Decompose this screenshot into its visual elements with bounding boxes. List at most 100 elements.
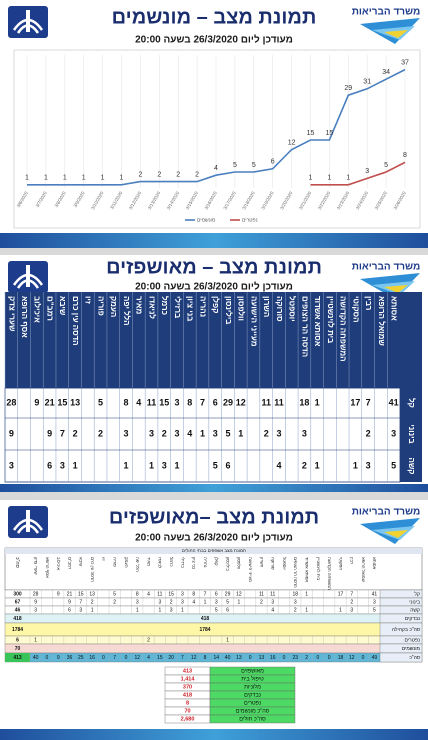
cell-value: 1 [149, 460, 154, 470]
cell-value: 2 [147, 637, 150, 643]
hospital-name: המשפחה הקדושה [327, 557, 332, 590]
cell-value: 3 [136, 599, 139, 605]
emblem-bar [26, 265, 30, 287]
cell-value: 13 [236, 655, 242, 661]
summary-label: סה"כ מונשמים [236, 708, 270, 714]
cell-value: 8 [187, 397, 192, 407]
merged-value: 1784 [199, 627, 210, 633]
data-label: 1 [327, 175, 331, 182]
hospital-name: איכילוב [33, 296, 42, 323]
cell-value: 23 [293, 655, 299, 661]
summary-label: נפטרים [244, 700, 261, 706]
series-line [27, 68, 406, 186]
hospital-name: בית לוינשטיין [326, 296, 335, 343]
hospital-name: כרמל [160, 296, 169, 315]
hospital-name: מעייני הישועה [249, 296, 258, 347]
hospital-name: בני ציון [192, 557, 197, 570]
data-label: 2 [176, 171, 180, 178]
cell-value: 25 [78, 655, 84, 661]
cell-value: 13 [259, 655, 265, 661]
hospital-name: הסקוטי [338, 557, 343, 570]
cell-value: 1 [305, 591, 308, 597]
hospital-name: נהריה [203, 557, 208, 568]
hospital-name: בילינסון [225, 557, 230, 571]
total-cell [5, 653, 30, 662]
cell-value: 7 [366, 397, 371, 407]
summary-value: 1,414 [181, 676, 196, 682]
hospital-name: כרמל [169, 557, 174, 567]
hospital-name: המשפחה הקדושה [339, 296, 348, 362]
hospital-name: רבין [350, 557, 355, 564]
hospital-name: לניאדו [158, 557, 163, 569]
cell-value: 3 [302, 428, 307, 438]
cell-value: 3 [175, 397, 180, 407]
data-label: 1 [25, 175, 29, 182]
data-label: 1 [309, 175, 313, 182]
legend-label: מונשמים [197, 217, 216, 223]
table-row [4, 635, 423, 645]
cell-value: 28 [33, 591, 39, 597]
hospital-name: שערי צדק [7, 296, 16, 332]
cell-value: 9 [34, 397, 39, 407]
cell-value: 7 [113, 655, 116, 661]
cell-value: 3 [60, 460, 65, 470]
cell-value: 1 [204, 599, 207, 605]
cell-value: 1 [200, 428, 205, 438]
data-label: 15 [307, 130, 315, 137]
table-header [5, 292, 422, 388]
cell-value: 0 [46, 655, 49, 661]
cell-value: 4 [136, 397, 141, 407]
hospital-name: הסקוטי [351, 296, 360, 323]
cell-value: 4 [147, 591, 150, 597]
hospital-name: פוריה [96, 296, 105, 316]
row-label: סה"כ בקהילה [392, 626, 420, 633]
cell-value: 6 [225, 460, 230, 470]
cell-value: 1 [305, 607, 308, 613]
summary-value: 8 [186, 700, 189, 706]
cell-value: 3 [271, 599, 274, 605]
data-label: 3 [365, 168, 369, 175]
logo-shape [384, 30, 408, 38]
total-header: סה"כ [14, 557, 20, 568]
hospital-name: העמק [124, 557, 129, 568]
hospital-name: אסותא [372, 557, 377, 570]
cell-value: 15 [159, 397, 169, 407]
data-label: 34 [382, 69, 390, 76]
cell-value: 15 [78, 591, 84, 597]
cell-value: 6 [47, 460, 52, 470]
hospital-name: העמק [109, 296, 118, 317]
row-label: בינוני [407, 424, 416, 443]
cell-value: 11 [259, 591, 264, 597]
summary-value: 70 [184, 708, 190, 714]
hospital-name: הדסה עין כרם [90, 557, 95, 582]
cell-value: 13 [70, 397, 80, 407]
cell-value: 0 [283, 655, 286, 661]
cell-value: 4 [276, 460, 281, 470]
cell-value: 6 [213, 397, 218, 407]
cell-value: 29 [225, 591, 231, 597]
data-label: 15 [326, 130, 334, 137]
table-row [4, 622, 423, 637]
cell-value: 28 [6, 397, 16, 407]
cell-value: 29 [223, 397, 233, 407]
row-total: 70 [15, 646, 21, 652]
cell-value: 6 [68, 607, 71, 613]
cell-value: 12 [236, 397, 246, 407]
cell-value: 7 [350, 591, 353, 597]
cell-value: 2 [302, 460, 307, 470]
cell-value: 4 [271, 607, 274, 613]
row-label: מונשמים [402, 646, 421, 652]
hospital-name: ברזילי [180, 557, 185, 568]
cell-value: 18 [338, 655, 344, 661]
cell-value: 0 [249, 655, 252, 661]
hospital-name: זיו [84, 296, 93, 304]
cell-value: 11 [270, 591, 275, 597]
cell-value: 3 [366, 460, 371, 470]
cell-value: 17 [338, 591, 344, 597]
cell-value: 3 [158, 599, 161, 605]
cell-value: 20 [168, 655, 174, 661]
data-label: 8 [403, 152, 407, 159]
cell-value: 1 [315, 397, 320, 407]
hospital-name: זיו [101, 557, 106, 561]
cell-value: 12 [236, 591, 242, 597]
